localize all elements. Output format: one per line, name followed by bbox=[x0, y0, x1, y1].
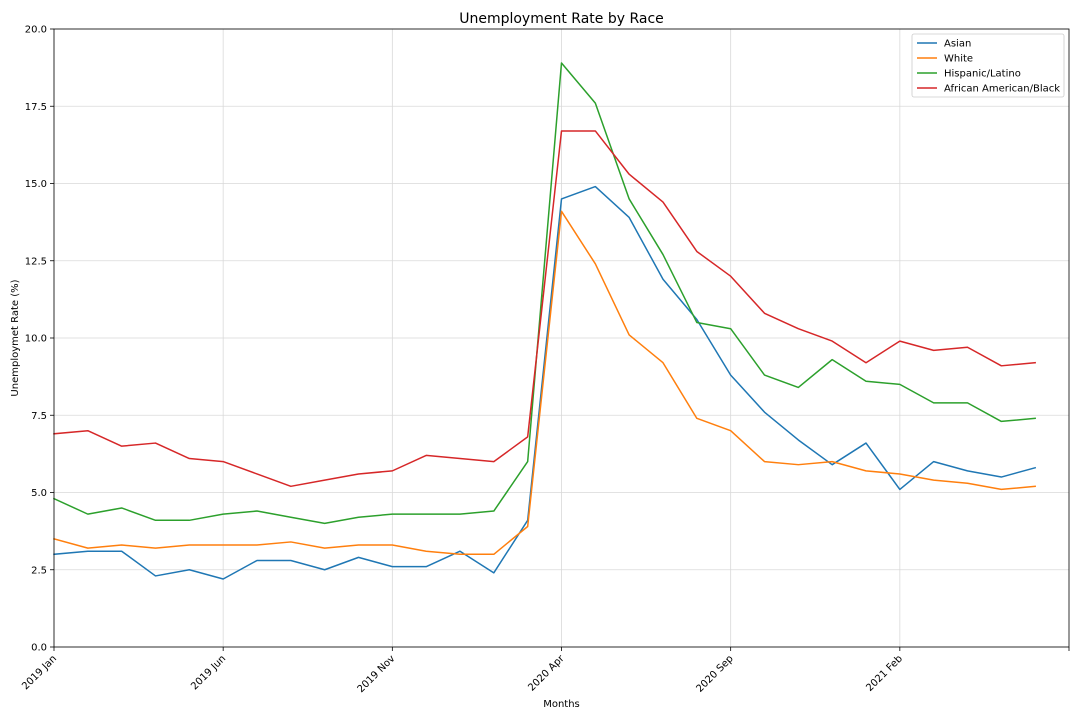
x-axis-title: Months bbox=[543, 699, 580, 710]
y-tick-label: 7.5 bbox=[31, 411, 47, 422]
y-tick-label: 12.5 bbox=[25, 256, 47, 267]
legend-label: Asian bbox=[944, 39, 971, 50]
series-line-african-american-black bbox=[53, 130, 1036, 488]
chart-title: Unemployment Rate by Race bbox=[459, 11, 664, 27]
y-tick-label: 10.0 bbox=[25, 334, 47, 345]
legend-label: Hispanic/Latino bbox=[944, 69, 1021, 80]
series-line-asian bbox=[53, 185, 1037, 580]
y-tick-label: 2.5 bbox=[31, 565, 47, 576]
y-tick-label: 0.0 bbox=[31, 643, 47, 654]
series-lines bbox=[53, 62, 1037, 580]
series-line-white bbox=[53, 210, 1036, 556]
series-line-hispanic-latino bbox=[53, 62, 1036, 525]
y-tick-label: 20.0 bbox=[25, 25, 47, 36]
grid bbox=[53, 28, 1069, 648]
legend-label: African American/Black bbox=[944, 84, 1060, 95]
legend-label: White bbox=[944, 54, 973, 65]
legend: Asian White Hispanic/Latino African America… bbox=[911, 33, 1065, 98]
legend-box bbox=[911, 33, 1065, 98]
y-tick-label: 17.5 bbox=[25, 102, 47, 113]
y-tick-label: 15.0 bbox=[25, 179, 47, 190]
y-axis-title: Unemploymet Rate (%) bbox=[10, 279, 21, 396]
y-tick-label: 5.0 bbox=[31, 488, 47, 499]
